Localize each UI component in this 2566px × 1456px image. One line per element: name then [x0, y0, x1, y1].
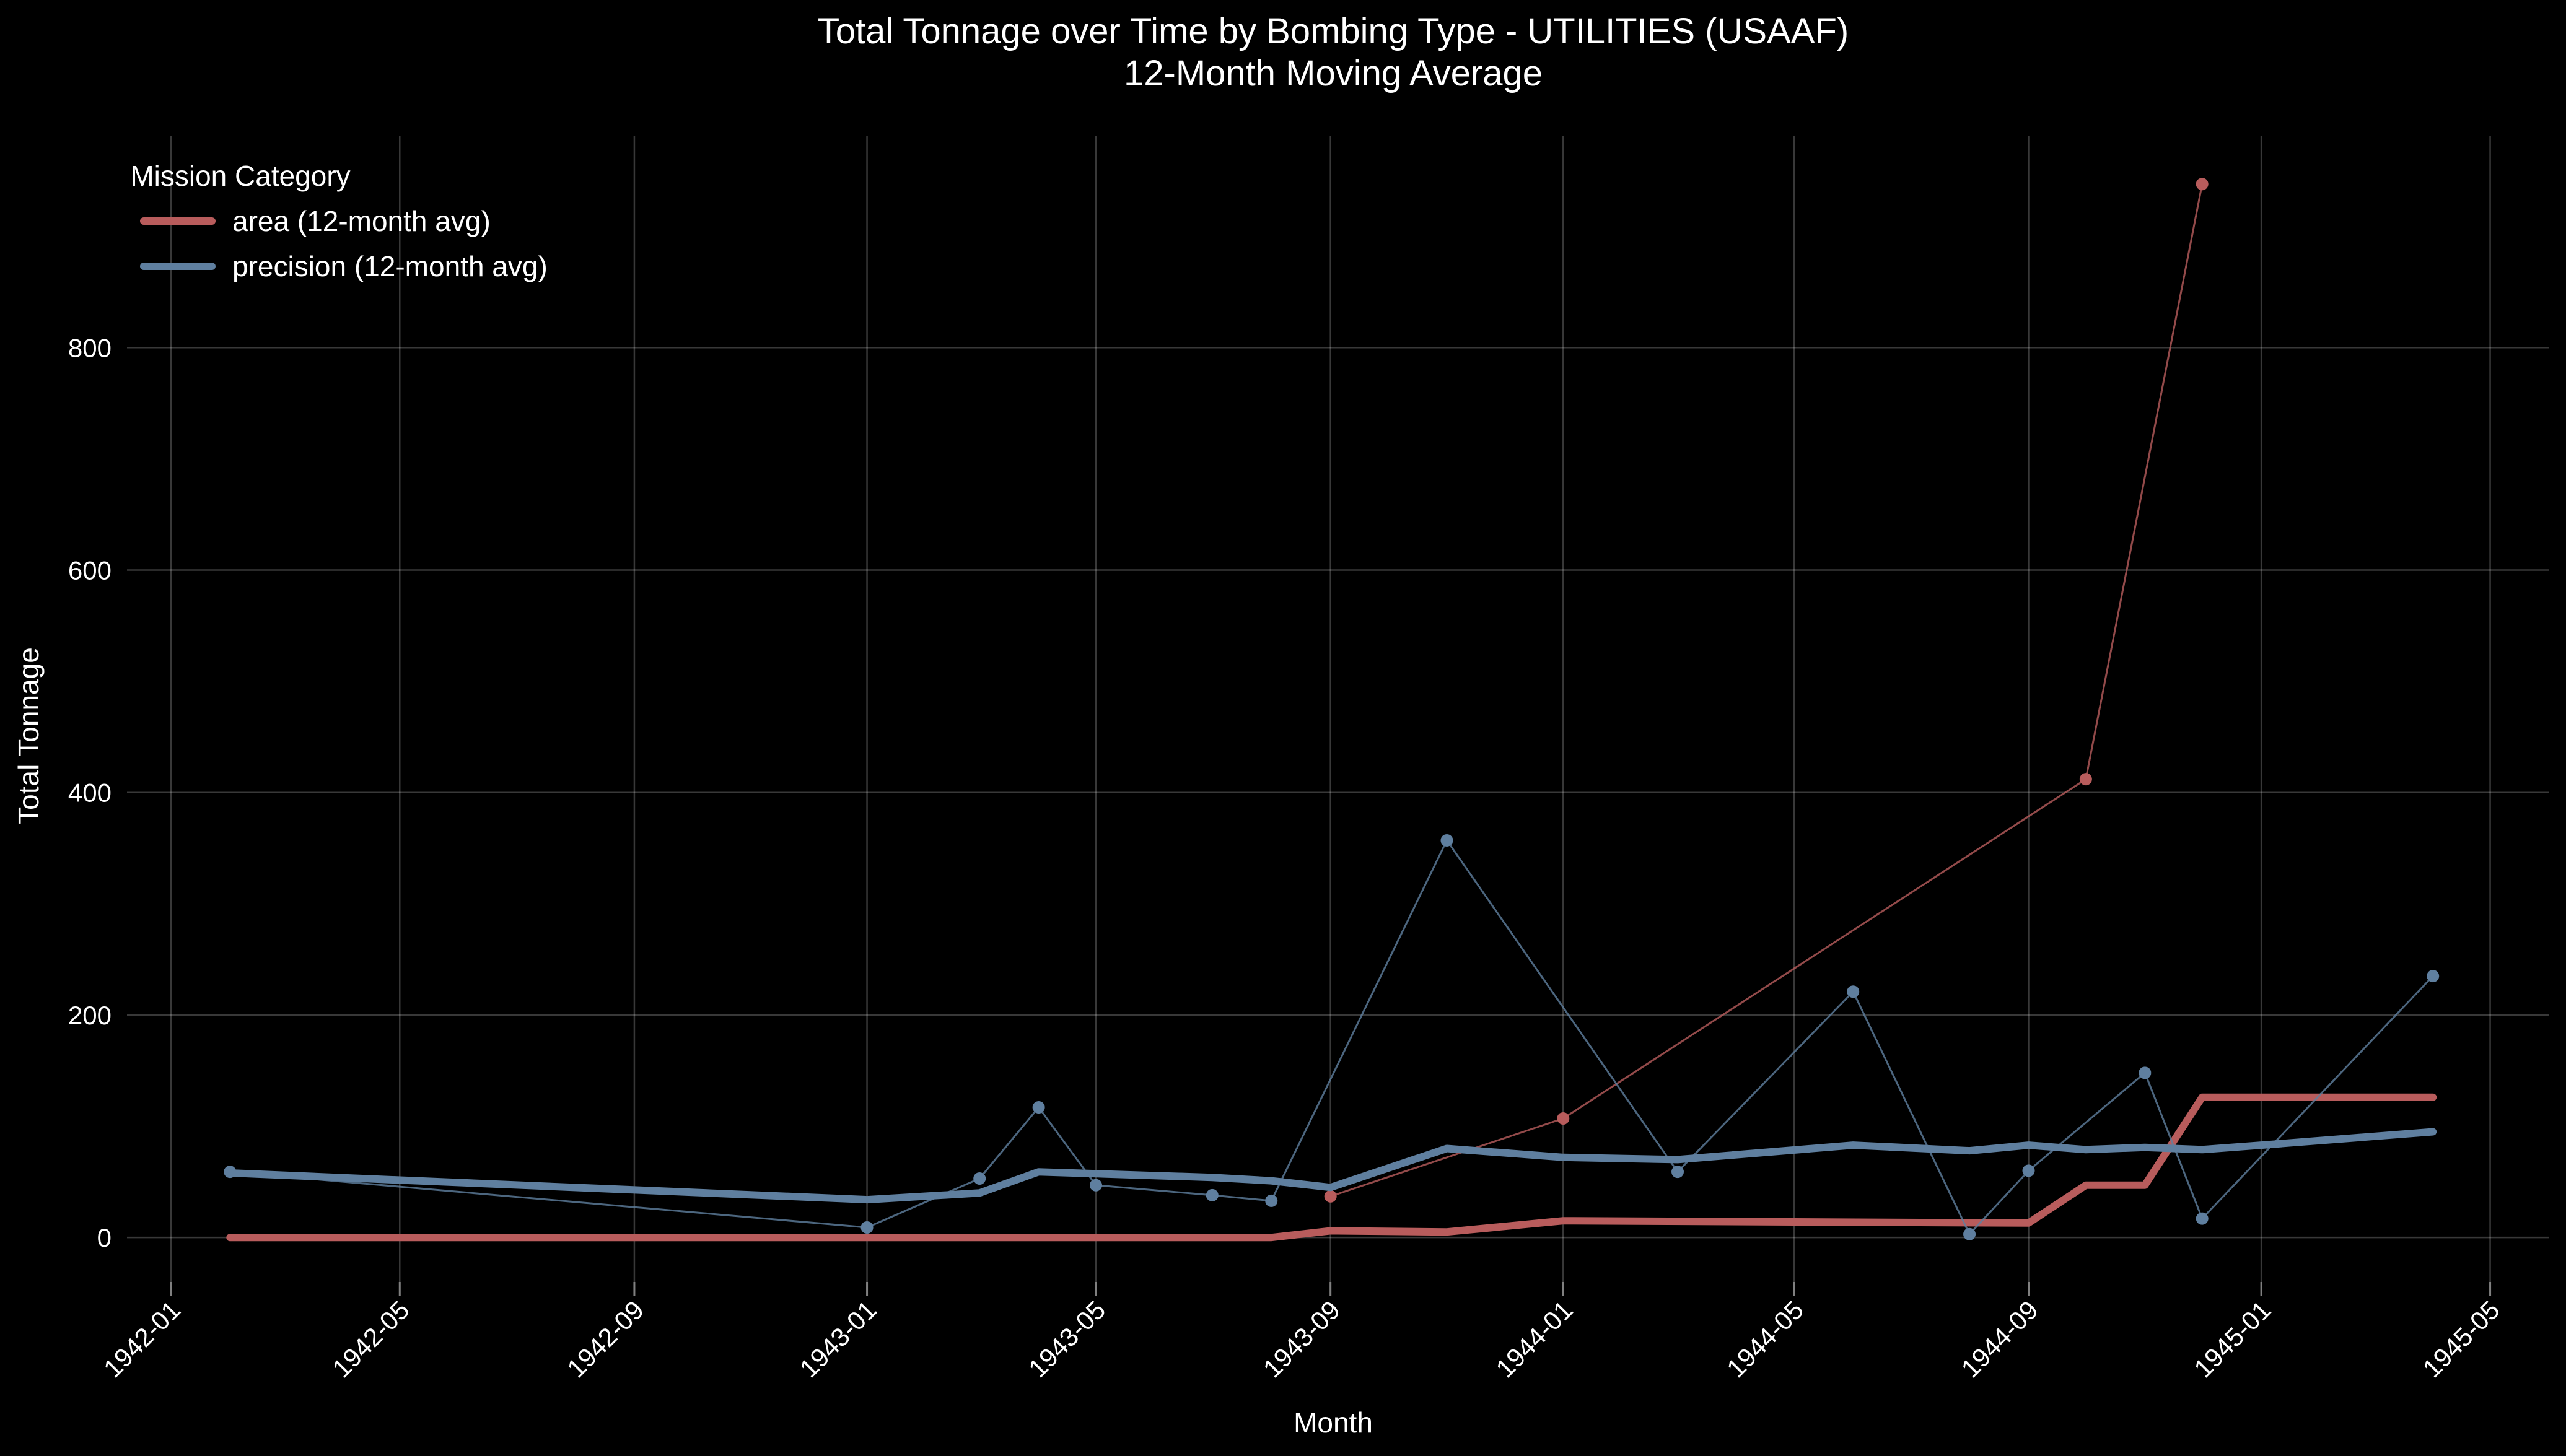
series-precision-monthly-line	[230, 839, 2434, 1236]
x-tick-label: 1942-01	[98, 1295, 186, 1383]
series-precision-point	[1265, 1194, 1278, 1207]
series-precision-point	[2196, 1212, 2209, 1225]
x-tick-label: 1942-09	[561, 1295, 649, 1383]
series-precision-point	[1206, 1188, 1219, 1201]
x-tick-label: 1944-05	[1721, 1295, 1809, 1383]
series-precision-avg-line	[226, 1128, 2437, 1204]
series-area-monthly-line	[1330, 183, 2204, 1198]
series-precision-point	[1847, 985, 1860, 998]
x-axis-label: Month	[1294, 1406, 1373, 1439]
series-precision-point	[2139, 1066, 2152, 1079]
series-precision-point	[1963, 1227, 1976, 1240]
y-tick-label: 200	[68, 1001, 112, 1030]
axis-ticks: 0 200 400 600 800 1942-01 1942-05 1942-09 1943-0…	[68, 333, 2505, 1383]
y-tick-label: 400	[68, 778, 112, 808]
x-tick-label: 1945-05	[2417, 1295, 2505, 1383]
series-precision-point	[1671, 1166, 1684, 1179]
y-axis-label: Total Tonnage	[12, 647, 45, 824]
chart-title: Total Tonnage over Time by Bombing Type …	[818, 11, 1849, 51]
series-precision-point	[2427, 970, 2440, 983]
series-area-point	[1557, 1112, 1570, 1125]
x-tick-label: 1943-01	[794, 1295, 882, 1383]
y-tick-label: 0	[97, 1223, 112, 1252]
x-tick-label: 1942-05	[326, 1295, 414, 1383]
legend-title: Mission Category	[130, 160, 350, 192]
series-area-point	[2079, 773, 2092, 786]
chart-subtitle: 12-Month Moving Average	[1124, 53, 1543, 94]
x-tick-label: 1944-01	[1490, 1295, 1578, 1383]
legend-label-precision: precision (12-month avg)	[232, 250, 548, 282]
series-area-point	[2196, 178, 2209, 191]
series-precision-point	[2022, 1164, 2035, 1177]
legend-label-area: area (12-month avg)	[232, 205, 491, 237]
series-area-point	[1324, 1190, 1337, 1203]
y-tick-label: 600	[68, 556, 112, 585]
gridlines	[127, 136, 2549, 1282]
x-tick-label: 1943-09	[1258, 1295, 1346, 1383]
y-tick-label: 800	[68, 333, 112, 362]
series-precision-point	[1032, 1101, 1045, 1114]
series-area-avg-line	[226, 1093, 2437, 1242]
x-tick-label: 1943-05	[1023, 1295, 1111, 1383]
series-precision-point	[973, 1172, 986, 1185]
x-tick-label: 1945-01	[2188, 1295, 2276, 1383]
x-tick-label: 1944-09	[1956, 1295, 2044, 1383]
series-precision-point	[1090, 1179, 1102, 1192]
legend: Mission Category area (12-month avg) pre…	[130, 160, 547, 282]
series-precision-point	[860, 1221, 874, 1234]
series-layer	[224, 178, 2440, 1242]
series-precision-point	[1440, 834, 1453, 847]
